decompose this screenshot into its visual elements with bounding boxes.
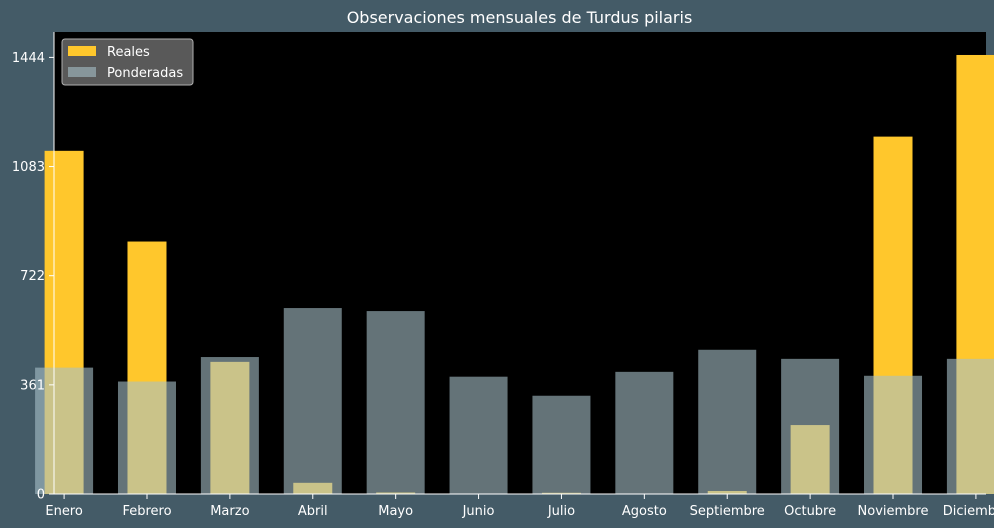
legend-label-ponderadas: Ponderadas [107, 66, 183, 81]
legend-swatch-ponderadas [68, 67, 96, 77]
legend-swatch-reales [68, 46, 96, 56]
x-tick-label: Julio [547, 504, 575, 519]
bar-ponderadas-agosto [615, 371, 674, 494]
bar-ponderadas-noviembre [864, 375, 923, 494]
bar-ponderadas-octubre [781, 358, 840, 494]
chart-title: Observaciones mensuales de Turdus pilari… [346, 8, 693, 27]
bar-ponderadas-abril [283, 308, 342, 494]
x-tick-label: Octubre [784, 504, 836, 519]
y-tick-label: 1083 [12, 160, 45, 175]
bar-ponderadas-septiembre [698, 349, 757, 494]
bar-ponderadas-marzo [200, 357, 259, 494]
bar-ponderadas-junio [449, 376, 508, 494]
bar-ponderadas-diciembre [946, 358, 994, 494]
bar-ponderadas-enero [35, 367, 94, 494]
bar-ponderadas-febrero [117, 381, 176, 494]
y-tick-label: 0 [37, 488, 45, 503]
bars-layer [35, 54, 994, 495]
bar-ponderadas-julio [532, 395, 591, 494]
x-tick-label: Septiembre [690, 504, 765, 519]
x-tick-label: Enero [45, 504, 83, 519]
x-tick-label: Junio [462, 504, 495, 519]
x-tick-label: Noviembre [858, 504, 929, 519]
legend-label-reales: Reales [107, 45, 150, 60]
y-tick-label: 722 [20, 269, 45, 284]
axes-layer: 0 361 722 1083 1444 Enero Febrero Marzo Abril May… [12, 32, 994, 519]
bar-ponderadas-mayo [366, 311, 425, 494]
y-tick-label: 1444 [12, 51, 45, 66]
x-tick-label: Febrero [122, 504, 171, 519]
x-tick-label: Agosto [622, 504, 667, 519]
plot-area [54, 32, 986, 494]
x-tick-label: Abril [298, 504, 328, 519]
x-tick-label: Mayo [378, 504, 413, 519]
x-tick-label: Diciembre [943, 504, 994, 519]
x-tick-label: Marzo [210, 504, 249, 519]
y-tick-label: 361 [20, 378, 45, 393]
legend: Reales Ponderadas [61, 38, 194, 86]
